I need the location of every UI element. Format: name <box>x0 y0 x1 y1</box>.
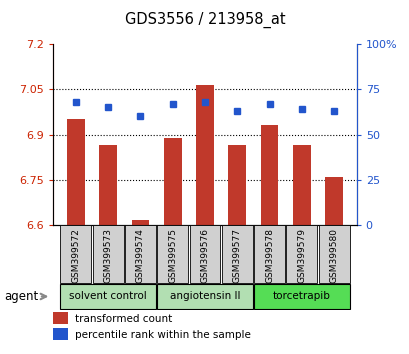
Bar <box>196 85 213 225</box>
Text: agent: agent <box>4 290 38 303</box>
Bar <box>164 138 181 225</box>
Text: angiotensin II: angiotensin II <box>169 291 240 302</box>
FancyBboxPatch shape <box>157 225 188 283</box>
Text: transformed count: transformed count <box>74 314 171 324</box>
FancyBboxPatch shape <box>125 225 155 283</box>
Bar <box>53 328 68 340</box>
FancyBboxPatch shape <box>60 225 91 283</box>
Text: GSM399574: GSM399574 <box>136 228 145 282</box>
Bar <box>260 126 278 225</box>
Text: torcetrapib: torcetrapib <box>272 291 330 302</box>
Bar <box>228 145 245 225</box>
Text: percentile rank within the sample: percentile rank within the sample <box>74 330 250 339</box>
Bar <box>131 220 149 225</box>
FancyBboxPatch shape <box>221 225 252 283</box>
Text: GSM399577: GSM399577 <box>232 228 241 283</box>
FancyBboxPatch shape <box>60 284 155 309</box>
Text: GSM399580: GSM399580 <box>329 228 338 283</box>
Bar <box>324 177 342 225</box>
FancyBboxPatch shape <box>254 225 284 283</box>
FancyBboxPatch shape <box>254 284 349 309</box>
FancyBboxPatch shape <box>318 225 349 283</box>
FancyBboxPatch shape <box>157 284 252 309</box>
Text: GSM399578: GSM399578 <box>264 228 273 283</box>
Bar <box>292 145 310 225</box>
FancyBboxPatch shape <box>92 225 124 283</box>
Bar <box>53 312 68 324</box>
Text: GSM399579: GSM399579 <box>297 228 306 283</box>
Bar <box>67 120 85 225</box>
FancyBboxPatch shape <box>189 225 220 283</box>
FancyBboxPatch shape <box>285 225 317 283</box>
Text: GSM399573: GSM399573 <box>103 228 112 283</box>
Text: solvent control: solvent control <box>69 291 147 302</box>
Text: GSM399572: GSM399572 <box>71 228 80 282</box>
Text: GSM399576: GSM399576 <box>200 228 209 283</box>
Text: GSM399575: GSM399575 <box>168 228 177 283</box>
Text: GDS3556 / 213958_at: GDS3556 / 213958_at <box>124 11 285 28</box>
Bar <box>99 145 117 225</box>
